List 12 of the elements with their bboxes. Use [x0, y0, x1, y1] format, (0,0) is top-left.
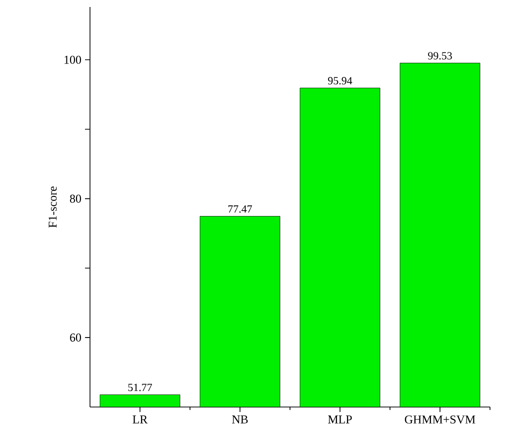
data-label: 95.94	[328, 77, 352, 84]
y-tick-label: 100	[64, 56, 82, 64]
x-tick-label: NB	[232, 416, 248, 424]
data-label: 99.53	[428, 52, 452, 60]
x-tick-label: LR	[132, 416, 148, 424]
x-tick-label: MLP	[328, 416, 352, 424]
y-axis-title: F1-score	[48, 186, 57, 228]
x-tick-label: GHMM+SVM	[404, 416, 476, 424]
y-tick-label: 80	[70, 194, 82, 203]
data-label: 77.47	[228, 205, 252, 213]
data-label: 51.77	[128, 384, 152, 392]
y-tick-label: 60	[70, 334, 82, 342]
